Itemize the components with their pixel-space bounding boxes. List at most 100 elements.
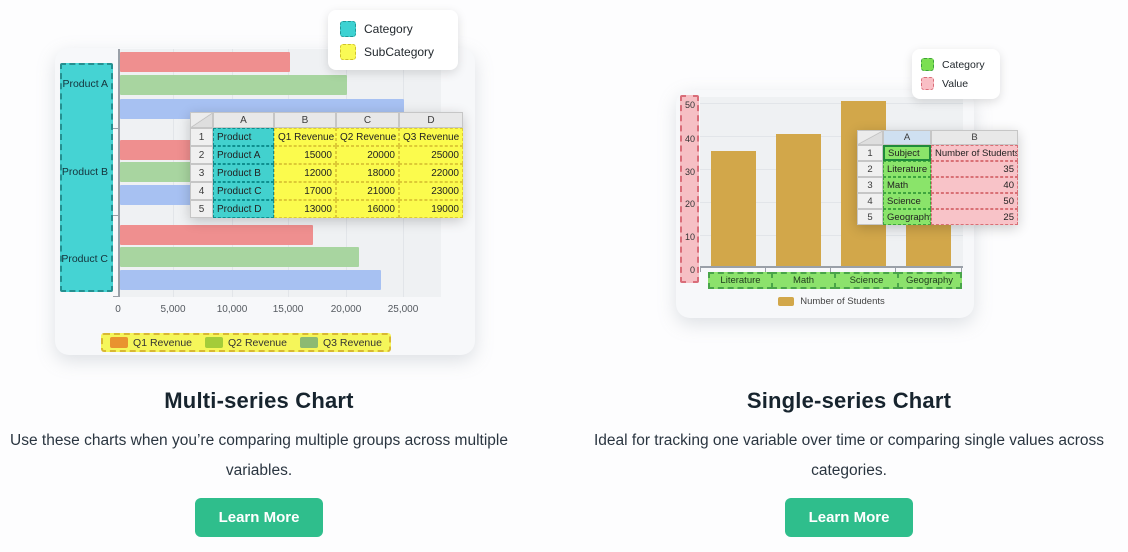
x-axis-tick-label: 15,000 xyxy=(272,304,304,315)
row-number: 1 xyxy=(857,145,883,161)
learn-more-button-single-series[interactable]: Learn More xyxy=(784,498,914,537)
bar-product-c-q1 xyxy=(120,225,313,245)
single-series-text-block: Single-series Chart Ideal for tracking o… xyxy=(568,388,1128,537)
y-axis-tick-label: 0 xyxy=(689,265,695,275)
sheet-cell: Literature xyxy=(883,161,931,177)
sheet-cell: 21000 xyxy=(336,182,399,200)
sheet-row: 5 Product D 13000 16000 19000 xyxy=(190,200,463,218)
gridline xyxy=(700,202,963,203)
col-header: C xyxy=(336,112,399,128)
y-axis-tick xyxy=(113,128,118,129)
x-axis-tick xyxy=(830,268,831,272)
category-axis-highlight: Literature Math Science Geography xyxy=(708,272,962,289)
x-axis-tick-label: 20,000 xyxy=(330,304,362,315)
row-number: 4 xyxy=(857,193,883,209)
y-axis-line xyxy=(118,49,120,297)
y-axis-tick-label: 50 xyxy=(684,100,695,110)
gridline xyxy=(700,169,963,170)
legend-row-value: Value xyxy=(921,77,991,90)
sheet-cell: 19000 xyxy=(399,200,463,218)
x-axis-tick xyxy=(700,268,701,272)
sheet-cell: Product B xyxy=(213,164,274,182)
col-header: A xyxy=(883,130,931,145)
x-axis-label: Science xyxy=(834,272,899,289)
sheet-cell: 35 xyxy=(931,161,1018,177)
series-legend-highlight: Q1 Revenue Q2 Revenue Q3 Revenue xyxy=(101,333,391,352)
col-header: A xyxy=(213,112,274,128)
sheet-cell: Math xyxy=(883,177,931,193)
series-legend: Number of Students xyxy=(700,296,963,307)
bar-product-c-q2 xyxy=(120,247,359,267)
category-axis-highlight: Product A Product B Product C xyxy=(60,63,113,292)
legend-label: Category xyxy=(364,21,413,36)
y-axis-label: Product A xyxy=(62,78,108,90)
sheet-cell: Product xyxy=(213,128,274,146)
row-number: 4 xyxy=(190,182,213,200)
subcategory-swatch-icon xyxy=(340,43,356,60)
bar-literature xyxy=(711,151,756,266)
x-axis-tick-label: 0 xyxy=(115,304,121,315)
y-axis-tick-label: 20 xyxy=(684,199,695,209)
sheet-row: 1 Subject Number of Students xyxy=(857,145,1018,161)
right-spreadsheet: A B 1 Subject Number of Students 2 Liter… xyxy=(857,130,1018,225)
sheet-cell: Subject xyxy=(883,145,931,161)
multi-series-text-block: Multi-series Chart Use these charts when… xyxy=(9,388,509,537)
sheet-cell: 16000 xyxy=(336,200,399,218)
sheet-cell: Product D xyxy=(213,200,274,218)
bar-math xyxy=(776,134,821,266)
q2-swatch-icon xyxy=(205,337,224,348)
legend-item-q2: Q2 Revenue xyxy=(205,337,287,349)
highlight-legend-box: Category Value xyxy=(912,49,1000,99)
y-axis-tick-label: 10 xyxy=(684,232,695,242)
value-swatch-icon xyxy=(921,77,934,90)
description-multi-series: Use these charts when you’re comparing m… xyxy=(10,432,508,479)
sheet-cell: 23000 xyxy=(399,182,463,200)
sheet-cell: Number of Students xyxy=(931,145,1018,161)
q1-swatch-icon xyxy=(110,337,129,348)
legend-label: SubCategory xyxy=(364,44,435,59)
x-axis-tick-label: 10,000 xyxy=(216,304,248,315)
legend-label: Value xyxy=(942,77,969,90)
bar-product-a-q1 xyxy=(120,52,290,72)
sheet-row: 5 Geography 25 xyxy=(857,209,1018,225)
sheet-cell: 13000 xyxy=(274,200,336,218)
y-axis-tick xyxy=(113,296,118,297)
x-axis-tick xyxy=(961,268,962,272)
x-axis-label: Literature xyxy=(708,272,773,289)
sheet-cell: 25 xyxy=(931,209,1018,225)
sheet-row: 4 Product C 17000 21000 23000 xyxy=(190,182,463,200)
sheet-row: 3 Math 40 xyxy=(857,177,1018,193)
legend-row-category: Category xyxy=(921,58,991,71)
sheet-cell: 12000 xyxy=(274,164,336,182)
sheet-cell: Geography xyxy=(883,209,931,225)
category-swatch-icon xyxy=(921,58,934,71)
sheet-cell: 25000 xyxy=(399,146,463,164)
x-axis-tick-label: 25,000 xyxy=(387,304,419,315)
legend-item-q1: Q1 Revenue xyxy=(110,337,192,349)
sheet-row: 1 Product Q1 Revenue Q2 Revenue Q3 Reven… xyxy=(190,128,463,146)
gridline xyxy=(700,136,963,137)
value-axis-highlight: 50 40 30 20 10 0 xyxy=(680,95,699,283)
gridline xyxy=(700,235,963,236)
sheet-row: 3 Product B 12000 18000 22000 xyxy=(190,164,463,182)
y-axis-tick xyxy=(113,215,118,216)
row-number: 2 xyxy=(190,146,213,164)
x-axis-tick xyxy=(765,268,766,272)
sheet-cell: 20000 xyxy=(336,146,399,164)
gridline xyxy=(700,103,963,104)
y-axis-tick-label: 40 xyxy=(684,134,695,144)
right-chart-plot-area xyxy=(700,97,963,272)
sheet-cell: Product A xyxy=(213,146,274,164)
sheet-cell: 18000 xyxy=(336,164,399,182)
bar-product-c-q3 xyxy=(120,270,381,290)
sheet-cell: Product C xyxy=(213,182,274,200)
sheet-cell: Q1 Revenue xyxy=(274,128,336,146)
sheet-cell: Q3 Revenue xyxy=(399,128,463,146)
left-spreadsheet: A B C D 1 Product Q1 Revenue Q2 Revenue … xyxy=(190,112,463,218)
learn-more-button-multi-series[interactable]: Learn More xyxy=(194,498,324,537)
col-header: D xyxy=(399,112,463,128)
x-axis-tick-label: 5,000 xyxy=(160,304,186,315)
page-title-multi-series: Multi-series Chart xyxy=(164,388,354,413)
y-axis-label: Product C xyxy=(61,253,108,265)
legend-label: Q1 Revenue xyxy=(133,336,193,349)
